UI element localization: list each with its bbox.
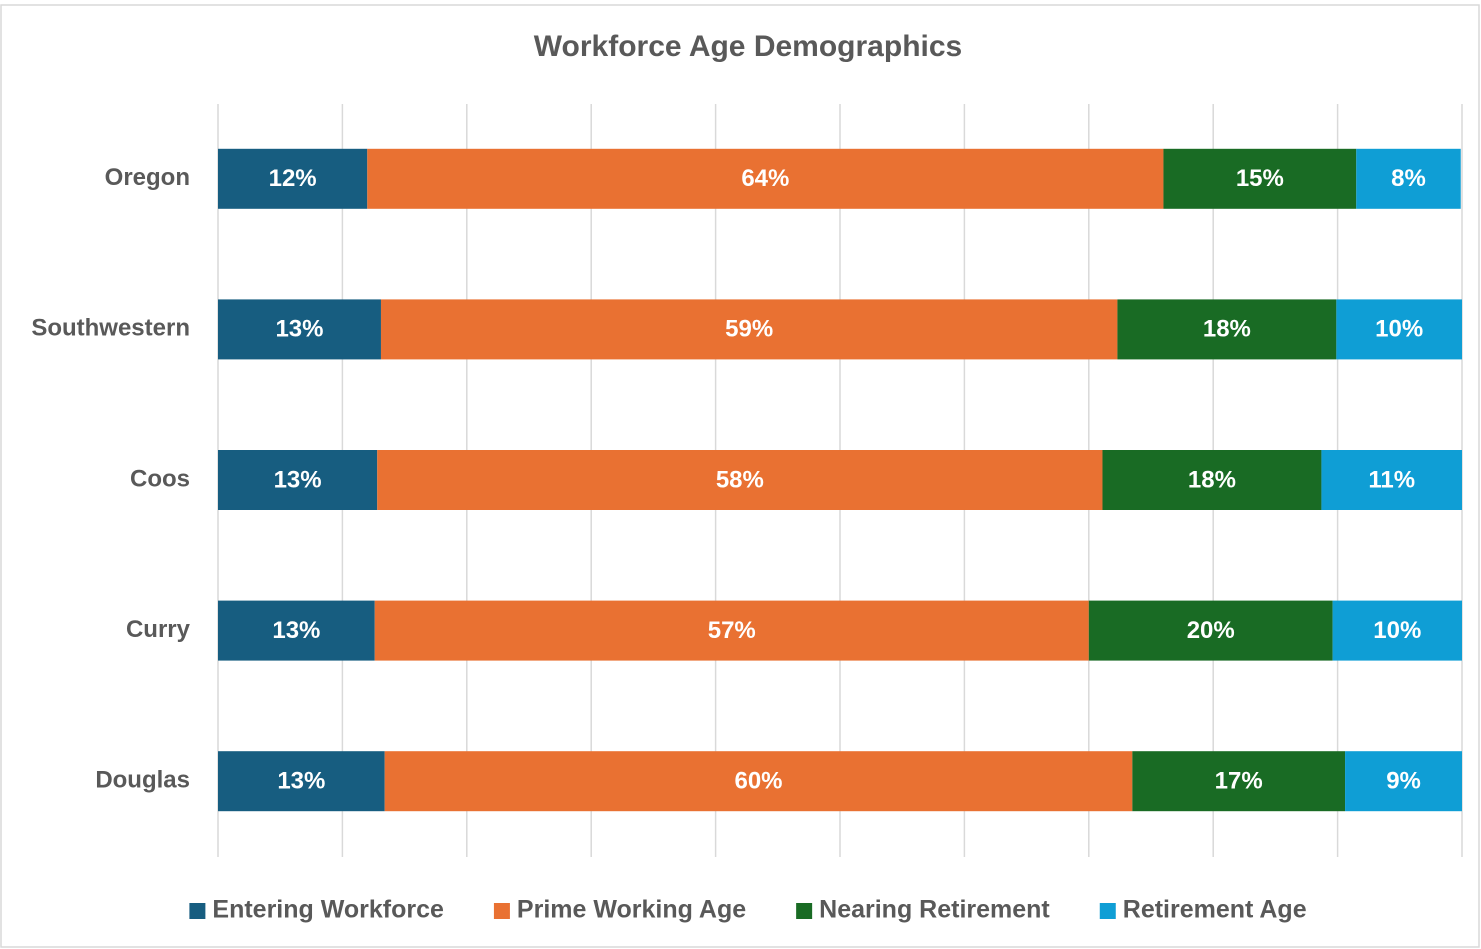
y-tick-label: Douglas bbox=[95, 767, 190, 794]
data-label: 10% bbox=[1373, 617, 1421, 644]
data-label: 11% bbox=[1368, 466, 1415, 493]
data-label: 8% bbox=[1391, 165, 1426, 192]
data-label: 58% bbox=[716, 466, 764, 493]
data-label: 13% bbox=[272, 617, 320, 644]
bar-segment bbox=[1356, 148, 1461, 209]
bar-segment bbox=[377, 450, 1103, 510]
legend-marker bbox=[1099, 903, 1116, 919]
bar-segment bbox=[374, 600, 1089, 661]
legend-marker bbox=[189, 903, 206, 919]
legend-label: Entering Workforce bbox=[212, 896, 444, 924]
y-tick-label: Curry bbox=[126, 616, 191, 643]
bar-segment bbox=[218, 450, 378, 510]
data-label: 12% bbox=[269, 165, 317, 192]
legend-label: Prime Working Age bbox=[517, 896, 746, 924]
data-label: 13% bbox=[274, 466, 322, 493]
bar-segment bbox=[1345, 751, 1462, 812]
y-tick-label: Coos bbox=[130, 465, 190, 492]
data-label: 18% bbox=[1203, 316, 1251, 343]
legend-marker bbox=[796, 903, 813, 919]
bar-segment bbox=[218, 299, 381, 360]
chart-title: Workforce Age Demographics bbox=[534, 30, 962, 63]
data-label: 57% bbox=[708, 617, 756, 644]
data-label: 20% bbox=[1187, 617, 1235, 644]
bar-segment bbox=[380, 299, 1118, 360]
y-tick-label: Southwestern bbox=[31, 315, 190, 342]
legend-marker bbox=[493, 903, 510, 919]
bar-segment bbox=[1336, 299, 1462, 360]
data-label: 13% bbox=[275, 316, 323, 343]
data-label: 60% bbox=[734, 768, 782, 795]
bar-segment bbox=[1163, 148, 1357, 209]
legend-label: Retirement Age bbox=[1123, 896, 1307, 924]
bar-segment bbox=[218, 600, 375, 661]
bar-segment bbox=[1117, 299, 1337, 360]
y-tick-label: Oregon bbox=[105, 164, 190, 191]
bar-segment bbox=[1321, 450, 1462, 510]
bar-segment bbox=[1332, 600, 1462, 661]
bar-segment bbox=[1102, 450, 1322, 510]
bar-segment bbox=[367, 148, 1164, 209]
data-label: 13% bbox=[277, 768, 325, 795]
data-label: 18% bbox=[1188, 466, 1236, 493]
data-label: 10% bbox=[1375, 316, 1423, 343]
data-label: 15% bbox=[1236, 165, 1284, 192]
data-label: 59% bbox=[725, 316, 773, 343]
bar-segment bbox=[1088, 600, 1333, 661]
data-label: 9% bbox=[1386, 768, 1421, 795]
data-label: 17% bbox=[1215, 768, 1263, 795]
bar-segment bbox=[218, 148, 368, 209]
bar-segment bbox=[384, 751, 1133, 812]
bar-segment bbox=[1132, 751, 1346, 812]
data-label: 64% bbox=[741, 165, 789, 192]
legend-label: Nearing Retirement bbox=[819, 896, 1050, 924]
bar-segment bbox=[218, 751, 385, 812]
